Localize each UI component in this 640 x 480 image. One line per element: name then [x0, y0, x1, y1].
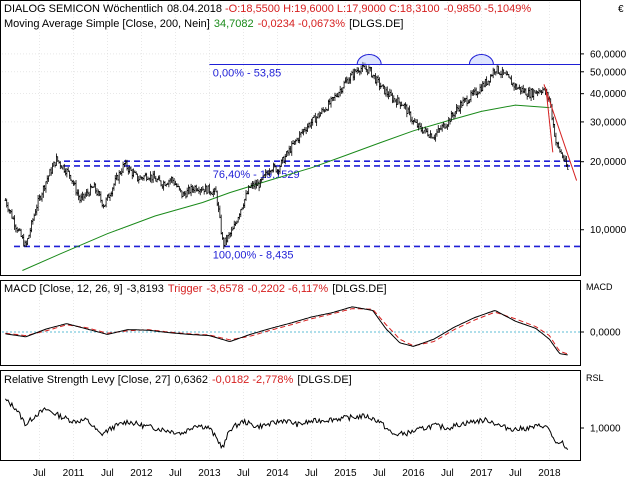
x-tick-label: Jul [169, 468, 182, 479]
currency-symbol: € [618, 4, 624, 15]
x-tick-label: Jul [509, 468, 522, 479]
ma-change: -0,0234 -0,0673% [258, 18, 346, 30]
axis-labels-layer: Jul 2011 Jul 2012 Jul 2013 Jul 2014 Jul 2015 Jul 20… [33, 49, 627, 479]
x-tick-label: Jul [373, 468, 386, 479]
ohlc-values: -O:18,5500 H:19,6000 L:17,9000 C:18,3100 [225, 3, 440, 15]
x-tick-label: 2012 [130, 468, 153, 479]
trigger-label: Trigger [168, 283, 203, 295]
macd-value: -3,8193 [127, 283, 164, 295]
x-tick-label: 2011 [63, 468, 85, 479]
x-tick-label: 2016 [402, 468, 425, 479]
rsl-y-tick-label: 1,0000 [590, 424, 621, 435]
chart-title: DIALOG SEMICON Wöchentlich 08.04.2018 -O:1… [4, 3, 531, 15]
rsl-value: 0,6362 [174, 374, 208, 386]
rsl-change: -0,0182 -2,778% [212, 374, 294, 386]
x-tick-label: Jul [33, 468, 46, 479]
price-change: -0,9850 -5,1049% [444, 3, 532, 15]
y-tick-label: 50,0000 [590, 67, 627, 78]
x-tick-label: Jul [305, 468, 318, 479]
fib-level-label: 0,00% - 53,85 [213, 68, 281, 80]
macd-title: MACD [Close, 12, 26, 9] -3,8193 Trigger -3,… [4, 283, 387, 295]
x-tick-label: Jul [101, 468, 114, 479]
top-marker-arc [468, 54, 494, 66]
rsl-panel-frame [0, 370, 581, 461]
price-header: DIALOG SEMICON Wöchentlich 08.04.2018 -O:1… [4, 3, 624, 30]
rsl-label: Relative Strength Levy [Close, 27] [4, 374, 170, 386]
macd-line [5, 306, 568, 356]
macd-label: MACD [Close, 12, 26, 9] [4, 283, 123, 295]
macd-ticker: [DLGS.DE] [332, 283, 386, 295]
x-tick-label: Jul [237, 468, 250, 479]
y-tick-label: 10,0000 [590, 225, 627, 236]
macd-panel-frame [0, 280, 581, 366]
downtrend-line-steep [545, 88, 554, 153]
ma-value: 34,7082 [214, 18, 254, 30]
ticker: [DLGS.DE] [349, 18, 403, 30]
moving-average-line [22, 104, 550, 271]
x-tick-label: 2018 [538, 468, 561, 479]
macd-header: MACD [Close, 12, 26, 9] -3,8193 Trigger -3,… [4, 282, 613, 295]
x-tick-label: 2017 [470, 468, 493, 479]
trigger-line [5, 308, 568, 355]
chart-date: 08.04.2018 [167, 3, 222, 15]
x-tick-label: 2014 [266, 468, 289, 479]
downtrend-line [543, 84, 578, 181]
y-tick-label: 30,0000 [590, 117, 627, 128]
macd-change: -0,2202 -6,117% [248, 283, 329, 295]
rsl-panel-label: RSL [586, 373, 604, 383]
x-tick-label: Jul [441, 468, 454, 479]
y-tick-label: 20,0000 [590, 157, 627, 168]
trigger-value: -3,6578 [206, 283, 243, 295]
series-name: DIALOG SEMICON Wöchentlich [4, 3, 163, 15]
price-panel-frame [0, 0, 581, 276]
fib-level-label: 100,00% - 8,435 [213, 249, 294, 261]
rsl-series-layer [4, 398, 569, 450]
rsl-title: Relative Strength Levy [Close, 27] 0,6362… [4, 374, 352, 386]
x-tick-label: 2015 [334, 468, 357, 479]
top-marker-arc [356, 54, 382, 66]
macd-series-layer [2, 306, 580, 356]
y-tick-label: 60,0000 [590, 49, 627, 60]
rsl-ticker: [DLGS.DE] [297, 374, 351, 386]
rsl-line [4, 398, 569, 450]
grid-layer [2, 2, 580, 460]
y-tick-label: 40,0000 [590, 89, 627, 100]
rsl-header: Relative Strength Levy [Close, 27] 0,6362… [4, 373, 604, 386]
x-tick-label: 2013 [198, 468, 221, 479]
macd-panel-label: MACD [586, 282, 613, 292]
ma-label: Moving Average Simple [Close, 200, Nein] [4, 18, 210, 30]
macd-y-tick-label: 0,0000 [590, 328, 621, 339]
ma-title: Moving Average Simple [Close, 200, Nein]… [4, 18, 403, 30]
